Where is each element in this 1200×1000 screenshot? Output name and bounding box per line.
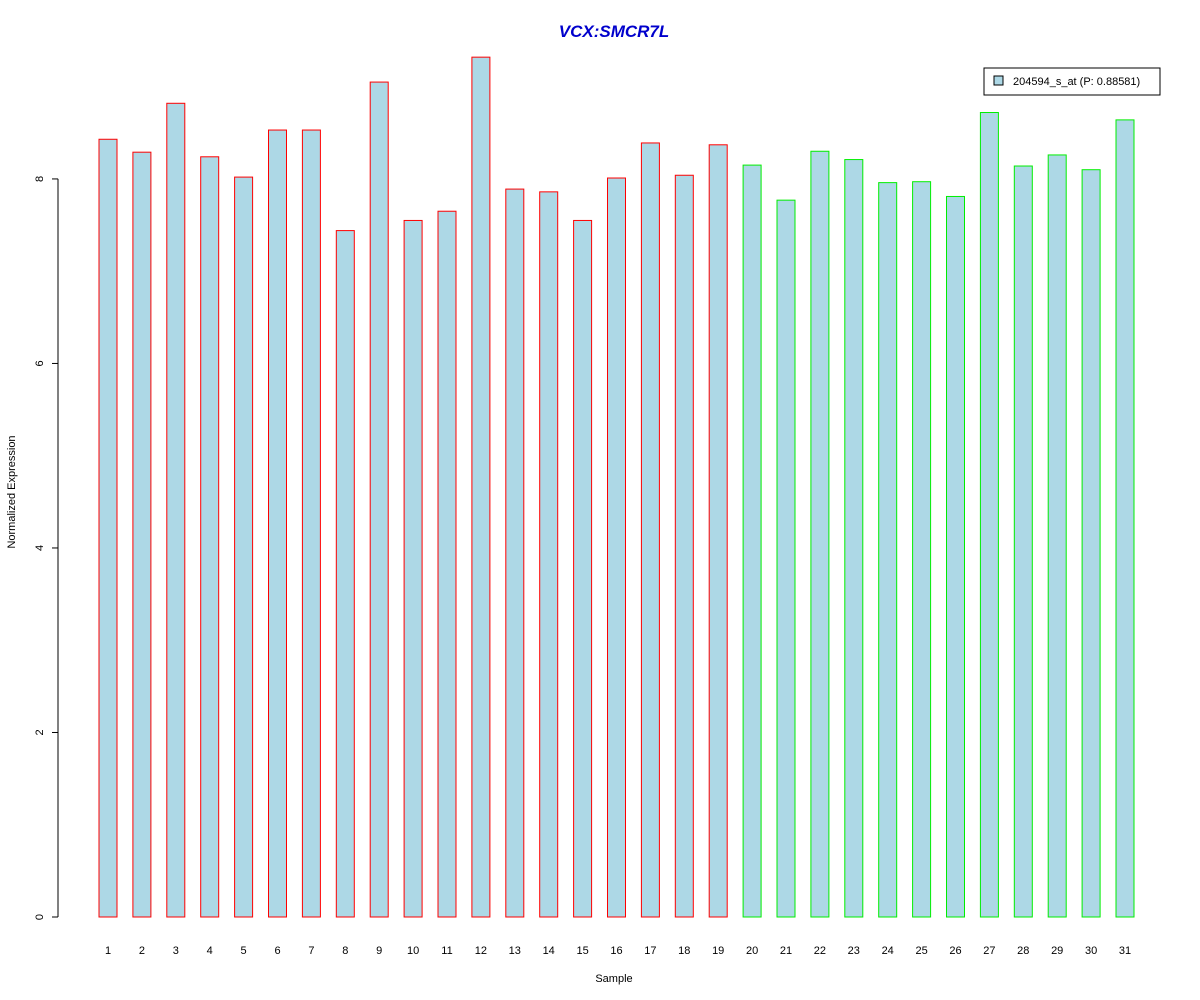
legend-box [983, 67, 1161, 96]
bar-sample-13 [505, 188, 525, 918]
bar-sample-5 [234, 176, 254, 918]
bar-sample-20 [742, 164, 762, 918]
bar-sample-21 [776, 199, 796, 918]
x-tick-label: 17 [644, 945, 656, 957]
bar-sample-30 [1081, 169, 1101, 918]
bar-sample-31 [1115, 119, 1135, 918]
bar-sample-17 [640, 142, 660, 918]
x-tick-label: 18 [678, 945, 690, 957]
x-tick-label: 5 [241, 945, 247, 957]
chart-title: VCX:SMCR7L [559, 22, 670, 41]
bar-sample-15 [573, 219, 593, 918]
x-tick-label: 4 [207, 945, 213, 957]
bar-sample-18 [674, 174, 694, 918]
legend-swatch [993, 75, 1004, 86]
x-tick-label: 29 [1051, 945, 1063, 957]
bar-sample-29 [1047, 154, 1067, 918]
bar-sample-1 [98, 138, 118, 918]
legend: 204594_s_at (P: 0.88581) [983, 67, 1161, 96]
x-tick-label: 31 [1119, 945, 1131, 957]
x-tick-label: 8 [342, 945, 348, 957]
x-tick-label: 21 [780, 945, 792, 957]
x-tick-label: 2 [139, 945, 145, 957]
x-tick-label: 6 [274, 945, 280, 957]
x-tick-label: 1 [105, 945, 111, 957]
bar-sample-24 [878, 182, 898, 918]
x-tick-label: 3 [173, 945, 179, 957]
bar-sample-22 [810, 150, 830, 918]
bar-sample-4 [200, 156, 220, 918]
x-tick-label: 7 [308, 945, 314, 957]
x-tick-labels: 1 2 3 4 5 6 7 8 9 10 11 12 13 14 15 16 17 18 19 20 21 22 23 24 2… [105, 945, 1131, 957]
x-tick-label: 19 [712, 945, 724, 957]
bar-sample-11 [437, 210, 457, 918]
y-tick-label: 8 [34, 176, 46, 182]
x-tick-label: 14 [543, 945, 555, 957]
y-tick-label: 6 [34, 360, 46, 366]
bars-group [98, 56, 1135, 918]
x-tick-label: 30 [1085, 945, 1097, 957]
bar-sample-6 [268, 129, 287, 918]
bar-sample-7 [301, 129, 321, 918]
bar-sample-23 [844, 159, 864, 918]
bar-sample-28 [1013, 165, 1033, 918]
x-tick-label: 22 [814, 945, 826, 957]
bar-sample-12 [471, 56, 491, 918]
x-tick-label: 28 [1017, 945, 1029, 957]
bar-sample-19 [708, 144, 728, 918]
bar-sample-14 [539, 191, 559, 918]
legend-label: 204594_s_at (P: 0.88581) [1013, 76, 1140, 88]
x-tick-label: 23 [848, 945, 860, 957]
x-tick-label: 16 [610, 945, 622, 957]
x-tick-label: 24 [882, 945, 894, 957]
x-tick-label: 26 [949, 945, 961, 957]
x-tick-label: 10 [407, 945, 419, 957]
bar-sample-16 [607, 177, 626, 918]
y-tick-label: 0 [34, 914, 46, 920]
bar-sample-25 [912, 181, 932, 918]
bar-sample-27 [979, 112, 999, 918]
bar-sample-9 [369, 81, 389, 918]
bar-sample-3 [166, 102, 186, 918]
y-tick-label: 2 [34, 729, 46, 735]
x-tick-label: 13 [509, 945, 521, 957]
bar-sample-8 [335, 230, 355, 918]
x-tick-label: 25 [915, 945, 927, 957]
x-tick-label: 9 [376, 945, 382, 957]
y-tick-label: 4 [34, 545, 46, 551]
x-tick-label: 27 [983, 945, 995, 957]
bar-sample-10 [403, 219, 423, 918]
x-axis-label: Sample [595, 973, 632, 985]
bar-sample-2 [132, 151, 152, 918]
y-axis: 0 2 4 6 8 [34, 176, 59, 920]
x-tick-label: 11 [441, 945, 452, 957]
bar-sample-26 [946, 195, 965, 918]
x-tick-label: 15 [576, 945, 588, 957]
x-tick-label: 12 [475, 945, 487, 957]
x-tick-label: 20 [746, 945, 758, 957]
y-axis-label: Normalized Expression [6, 435, 18, 548]
